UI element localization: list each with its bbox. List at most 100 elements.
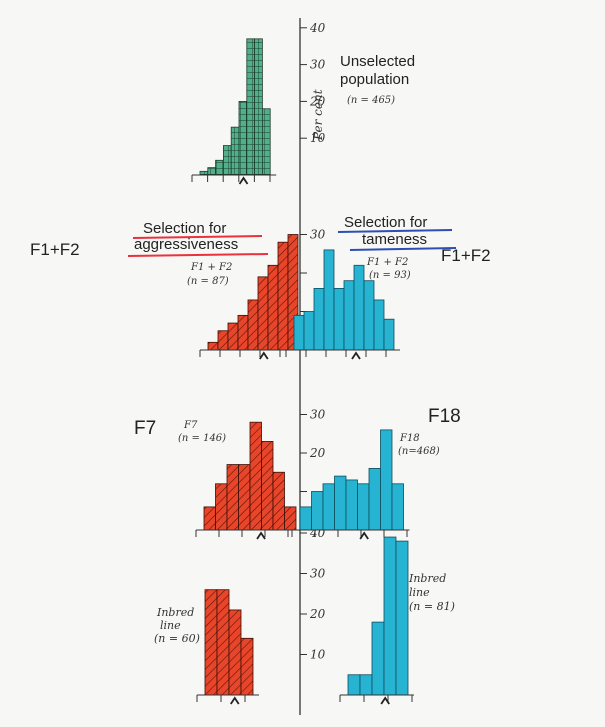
- bar-1-0-4: [247, 299, 259, 351]
- bar-1-1-9: [383, 318, 395, 351]
- bar-1-0-7: [277, 241, 289, 351]
- bar-2-1-7: [380, 429, 393, 531]
- bar-2-0-6: [272, 471, 285, 531]
- agg-title-1: Selection for: [143, 220, 226, 237]
- bar-2-0-1: [215, 483, 228, 531]
- f7-n-label: (n = 146): [178, 433, 226, 444]
- bar-1-1-3: [323, 249, 335, 351]
- f18-n-label: (n=468): [398, 446, 440, 457]
- bar-3-1-2: [371, 621, 385, 696]
- mean-marker-2: [351, 351, 361, 360]
- unselected-title-1: Unselected: [340, 53, 415, 70]
- bar-0-0-8: [261, 108, 271, 176]
- y-axis-label: Per cent: [311, 89, 325, 141]
- agg-underline-2: [127, 253, 269, 257]
- bar-2-0-3: [238, 464, 251, 531]
- bar-1-0-6: [267, 264, 279, 351]
- inbred-left-label-1: Inbred: [156, 606, 194, 619]
- agg-line-label: F1 + F2: [190, 262, 232, 273]
- left-generation-label: F1+F2: [30, 240, 80, 259]
- inbred-left-label-2: line: [160, 619, 181, 632]
- bar-0-0-4: [230, 126, 240, 176]
- bar-1-1-4: [333, 287, 345, 351]
- mean-marker-6: [380, 696, 390, 705]
- f18-big-label: F18: [428, 406, 461, 427]
- x-axis-ticks: [191, 174, 414, 705]
- tame-underline-2: [349, 247, 457, 251]
- bar-0-0-0: [199, 170, 209, 176]
- bar-2-1-5: [357, 483, 370, 531]
- bar-0-0-1: [207, 167, 217, 176]
- bar-2-1-2: [322, 483, 335, 531]
- inbred-right-n-label: (n = 81): [409, 600, 455, 613]
- bar-1-1-5: [343, 280, 355, 351]
- y-tick-label-0-20: 20: [309, 94, 326, 108]
- bar-1-1-6: [353, 264, 365, 351]
- bar-2-0-2: [226, 464, 239, 531]
- tame-title-2: tameness: [362, 231, 427, 248]
- unselected-title-2: population: [340, 71, 409, 88]
- mean-marker-5: [230, 696, 240, 705]
- bar-2-1-4: [345, 479, 358, 531]
- y-tick-label-3-10: 10: [310, 648, 326, 662]
- bar-2-1-3: [334, 475, 347, 531]
- bar-1-1-2: [313, 287, 325, 351]
- y-tick-label-3-20: 20: [309, 607, 326, 621]
- bar-2-1-8: [391, 483, 404, 531]
- bar-2-1-1: [311, 491, 324, 531]
- y-tick-label-0-30: 30: [310, 58, 326, 72]
- tame-underline-1: [337, 229, 453, 233]
- bar-3-0-1: [216, 589, 230, 696]
- unselected-n-label: (n = 465): [347, 95, 395, 106]
- y-tick-label-0-10: 10: [310, 131, 326, 145]
- bar-2-0-7: [284, 506, 297, 531]
- bar-2-0-5: [261, 441, 274, 531]
- bar-1-1-7: [363, 280, 375, 351]
- bar-0-0-2: [215, 159, 224, 176]
- bar-3-1-0: [347, 674, 361, 696]
- inbred-right-label-1: Inbred: [408, 572, 446, 585]
- f7-line-label: F7: [183, 420, 198, 431]
- mean-marker-1: [259, 351, 269, 360]
- f7-big-label: F7: [134, 418, 156, 439]
- y-tick-label-0-40: 40: [309, 21, 326, 35]
- bar-1-0-0: [207, 341, 219, 351]
- mean-marker-3: [256, 531, 266, 540]
- bar-1-1-1: [303, 311, 315, 351]
- bar-0-0-3: [222, 145, 232, 176]
- bar-1-0-5: [257, 276, 269, 351]
- bar-3-1-3: [383, 536, 397, 696]
- bar-2-1-6: [368, 467, 381, 531]
- bar-1-0-1: [217, 330, 229, 351]
- histogram-bars: [199, 38, 409, 696]
- bar-3-0-0: [204, 589, 218, 696]
- mean-marker-4: [359, 531, 369, 540]
- bar-2-0-0: [203, 506, 216, 531]
- bar-1-0-3: [237, 314, 249, 351]
- bar-2-1-0: [299, 506, 312, 531]
- mean-marker-0: [238, 176, 249, 185]
- bar-0-0-5: [238, 101, 248, 176]
- y-tick-label-2-20: 20: [309, 446, 326, 460]
- y-tick-label-1-30: 30: [310, 228, 326, 242]
- tame-n-label: (n = 93): [369, 270, 411, 281]
- agg-title-2: aggressiveness: [134, 236, 238, 253]
- right-generation-label: F1+F2: [441, 246, 491, 265]
- bar-1-0-2: [227, 322, 239, 351]
- bar-3-0-3: [240, 637, 254, 696]
- bar-3-1-4: [395, 540, 409, 696]
- y-tick-label-2-30: 30: [310, 408, 326, 422]
- inbred-left-n-label: (n = 60): [154, 632, 200, 645]
- bar-3-1-1: [359, 674, 373, 696]
- y-tick-label-3-30: 30: [310, 567, 326, 581]
- inbred-right-label-2: line: [409, 586, 430, 599]
- bar-2-0-4: [249, 421, 262, 531]
- agg-n-label: (n = 87): [187, 276, 229, 287]
- f18-line-label: F18: [399, 433, 420, 444]
- agg-underline-1: [132, 235, 263, 239]
- bar-3-0-2: [228, 609, 242, 696]
- bar-0-0-7: [254, 38, 263, 176]
- bar-1-1-0: [293, 314, 305, 351]
- tame-title-1: Selection for: [344, 214, 427, 231]
- bar-1-1-8: [373, 299, 385, 351]
